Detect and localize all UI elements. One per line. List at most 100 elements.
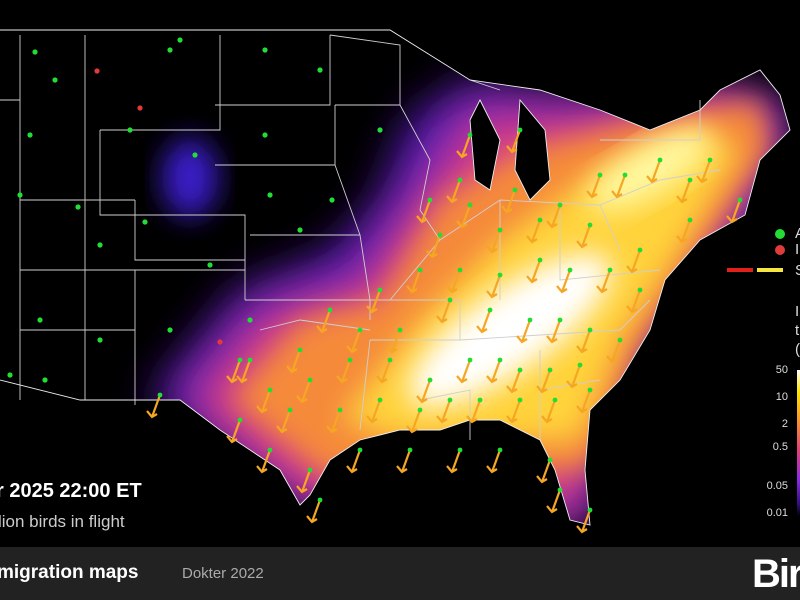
- flight-arrow: [446, 449, 462, 474]
- flight-arrow: [226, 359, 242, 384]
- station-dot: [517, 367, 523, 373]
- station-dot: [397, 327, 403, 333]
- station-dot: [487, 307, 493, 313]
- density-colorbar: [797, 370, 800, 516]
- station-dot: [237, 357, 243, 363]
- footer-title[interactable]: migration maps: [0, 562, 139, 583]
- station-dot: [267, 447, 273, 453]
- birdcast-logo[interactable]: Bir: [752, 552, 800, 596]
- flight-arrow: [296, 379, 312, 404]
- flight-arrow: [526, 259, 542, 284]
- station-dot: [142, 219, 148, 225]
- station-dot: [317, 497, 323, 503]
- flight-arrow: [446, 269, 462, 294]
- station-dot: [497, 272, 503, 278]
- station-dot: [637, 287, 643, 293]
- flight-arrow: [416, 199, 432, 224]
- station-dot: [437, 232, 443, 238]
- flight-arrow: [506, 369, 522, 394]
- station-dot: [327, 307, 333, 313]
- flight-arrow: [436, 299, 452, 324]
- station-dot: [337, 407, 343, 413]
- station-dot: [497, 357, 503, 363]
- station-dot: [547, 367, 553, 373]
- station-dot: [307, 377, 313, 383]
- station-dot: [97, 337, 103, 343]
- station-dot: [357, 447, 363, 453]
- station-dot: [447, 397, 453, 403]
- density-blob-west: [162, 138, 218, 218]
- station-dot: [607, 267, 613, 273]
- station-dot: [557, 202, 563, 208]
- density-heatmap: [150, 80, 790, 525]
- station-dot: [377, 127, 383, 133]
- flight-arrow: [626, 289, 642, 314]
- flight-arrow: [546, 319, 562, 344]
- flight-arrow: [586, 174, 602, 199]
- station-dot: [637, 247, 643, 253]
- station-dot: [557, 317, 563, 323]
- station-dot: [467, 132, 473, 138]
- station-dot: [192, 152, 198, 158]
- flight-arrow: [296, 469, 312, 494]
- flight-arrow: [676, 219, 692, 244]
- flight-arrow: [346, 449, 362, 474]
- station-dot: [417, 407, 423, 413]
- station-dot: [477, 397, 483, 403]
- flight-arrow: [576, 389, 592, 414]
- flight-arrow: [456, 359, 472, 384]
- station-dot: [467, 202, 473, 208]
- station-dot: [707, 157, 713, 163]
- station-dot: [597, 172, 603, 178]
- flight-arrow: [386, 329, 402, 354]
- flight-arrow: [556, 269, 572, 294]
- station-dot: [427, 377, 433, 383]
- flight-arrow: [326, 409, 342, 434]
- flight-arrow: [546, 489, 562, 514]
- flight-direction-arrows: [146, 127, 743, 534]
- station-dot: [267, 387, 273, 393]
- scale-tick: 50: [775, 364, 788, 376]
- station-dot: [297, 347, 303, 353]
- station-dot: [297, 227, 303, 233]
- flight-arrow: [236, 359, 252, 384]
- flight-arrow: [476, 309, 492, 334]
- station-dot: [127, 127, 133, 133]
- footer-citation: Dokter 2022: [182, 565, 264, 582]
- station-dot: [552, 397, 558, 403]
- datetime-label: r 2025 22:00 ET: [0, 480, 142, 502]
- flight-arrow: [486, 274, 502, 299]
- station-dot: [657, 157, 663, 163]
- flight-arrow: [466, 399, 482, 424]
- station-dot: [457, 447, 463, 453]
- flight-arrow: [546, 204, 562, 229]
- speed-line-icon-yellow: [757, 268, 783, 272]
- station-dot: [317, 67, 323, 73]
- station-dot: [407, 447, 413, 453]
- station-dot: [427, 197, 433, 203]
- station-dot: [497, 227, 503, 233]
- station-dot: [557, 487, 563, 493]
- station-dot: [587, 387, 593, 393]
- station-dot-inactive: [137, 105, 143, 111]
- green-dot-icon: [775, 229, 785, 239]
- station-dot: [622, 172, 628, 178]
- red-dot-icon: [775, 245, 785, 255]
- density-title-1: I: [795, 303, 800, 320]
- flight-arrow: [426, 234, 442, 259]
- station-dot: [417, 267, 423, 273]
- flight-arrow: [146, 394, 162, 419]
- migration-map[interactable]: [0, 0, 800, 547]
- flight-arrow: [416, 379, 432, 404]
- flight-arrow: [276, 409, 292, 434]
- station-dot: [547, 457, 553, 463]
- station-dot: [512, 187, 518, 193]
- flight-arrow: [436, 399, 452, 424]
- station-dot: [27, 132, 33, 138]
- station-dot: [567, 267, 573, 273]
- station-dot: [75, 204, 81, 210]
- station-dot-inactive: [94, 68, 100, 74]
- station-dot: [387, 357, 393, 363]
- flight-arrow: [456, 204, 472, 229]
- legend-label-speed: S: [795, 262, 800, 279]
